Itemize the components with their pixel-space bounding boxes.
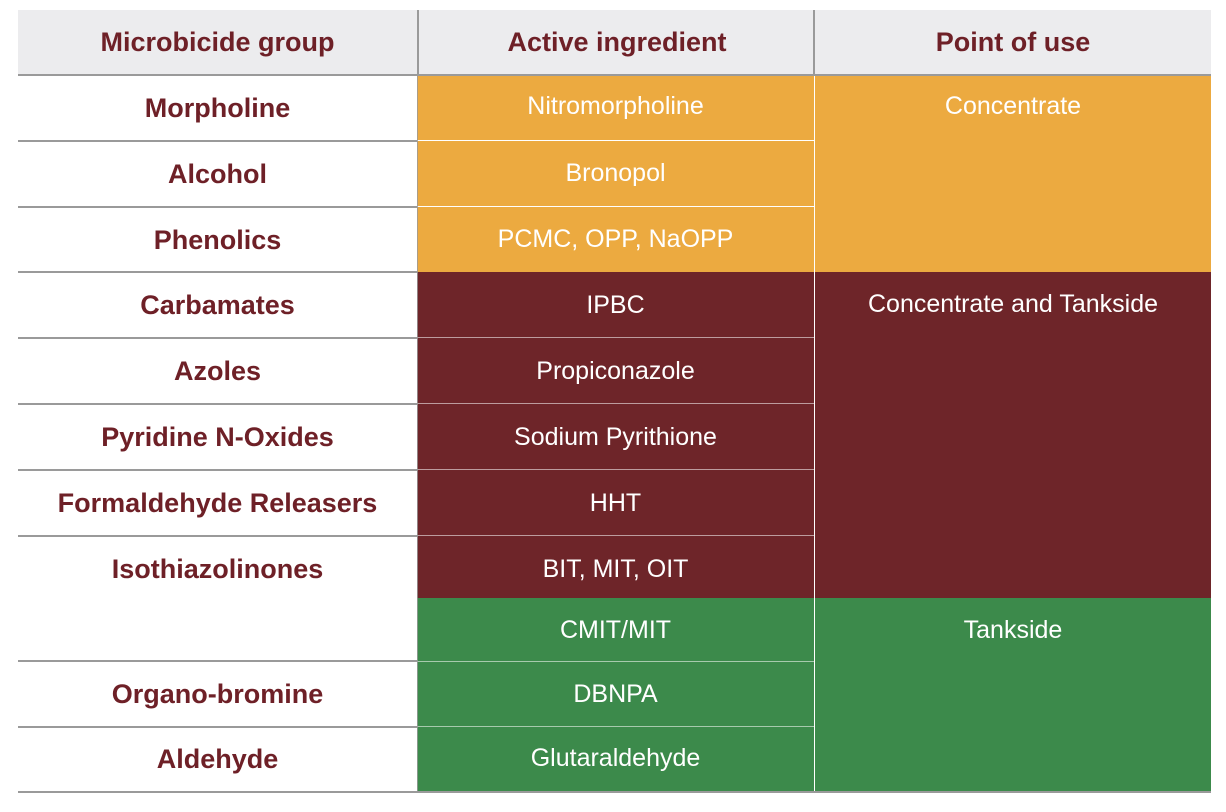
header-active-ingredient: Active ingredient (417, 10, 815, 74)
cell-divider (417, 140, 814, 141)
ingredient-cell: HHT (417, 470, 814, 536)
column-divider (814, 76, 815, 791)
row-divider (18, 337, 417, 339)
ingredient-cell: PCMC, OPP, NaOPP (417, 207, 814, 272)
cell-divider (417, 535, 814, 536)
header-divider (18, 74, 1211, 76)
row-divider (18, 469, 417, 471)
ingredient-cell: CMIT/MIT (417, 598, 814, 662)
group-azoles: Azoles (173, 355, 262, 386)
point-concentrate: Concentrate (815, 76, 1211, 272)
group-formaldehyde-releasers: Formaldehyde Releasers (57, 487, 378, 518)
group-pyridine-n-oxides: Pyridine N-Oxides (101, 421, 334, 452)
row-divider (18, 140, 417, 142)
header-microbicide-group: Microbicide group (18, 10, 417, 74)
group-morpholine: Morpholine (144, 93, 291, 123)
ingredient-cell: IPBC (417, 272, 814, 338)
table-bottom-border (18, 791, 1211, 793)
ingredient-cell: Glutaraldehyde (417, 726, 814, 791)
group-organo-bromine: Organo-bromine (111, 678, 324, 709)
group-alcohol: Alcohol (168, 158, 267, 189)
row-divider (18, 535, 417, 537)
point-concentrate-and-tankside: Concentrate and Tankside (815, 272, 1211, 598)
ingredient-cell: BIT, MIT, OIT (417, 536, 814, 598)
point-tankside: Tankside (815, 598, 1211, 791)
group-phenolics: Phenolics (153, 224, 282, 255)
group-isothiazolinones: Isothiazolinones (111, 553, 324, 584)
group-aldehyde: Aldehyde (156, 744, 279, 774)
row-divider (18, 206, 417, 208)
cell-divider (417, 469, 814, 470)
cell-divider (417, 337, 814, 338)
ingredient-cell: Sodium Pyrithione (417, 404, 814, 470)
cell-divider (417, 206, 814, 207)
row-divider (18, 271, 417, 273)
row-divider (18, 403, 417, 405)
row-divider (18, 726, 417, 728)
ingredient-cell: Propiconazole (417, 338, 814, 404)
column-divider (417, 76, 418, 791)
row-divider (18, 660, 417, 662)
ingredient-cell: Bronopol (417, 141, 814, 206)
header-point-of-use: Point of use (813, 10, 1211, 74)
group-carbamates: Carbamates (140, 289, 295, 320)
cell-divider (417, 661, 814, 662)
cell-divider (417, 726, 814, 727)
cell-divider (417, 403, 814, 404)
ingredient-cell: DBNPA (417, 662, 814, 726)
ingredient-cell: Nitromorpholine (417, 76, 814, 140)
